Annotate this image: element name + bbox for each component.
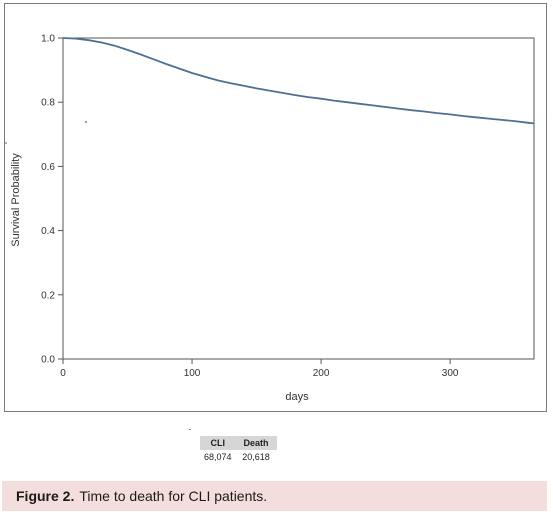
- x-axis-title: days: [285, 391, 309, 403]
- stray-mark: [189, 429, 191, 430]
- figure-label: Figure 2.: [16, 488, 75, 504]
- y-axis-title: Survival Probability: [10, 153, 22, 247]
- summary-header-row: CLI Death: [200, 436, 277, 450]
- summary-value-row: 68,074 20,618: [200, 450, 277, 464]
- chart-frame: 0.0 0.2 0.4 0.6 0.8 1.0 0 100 200 300 days Surviv…: [4, 3, 547, 412]
- survival-curve: [62, 37, 535, 125]
- y-tick-label: 0.4: [41, 226, 55, 237]
- summary-header-cli: CLI: [200, 436, 236, 450]
- summary-value-death: 20,618: [242, 452, 270, 462]
- y-tick-label: 0.8: [41, 98, 55, 109]
- y-tick-label: 0.0: [41, 355, 55, 366]
- figure-caption: Figure 2. Time to death for CLI patients…: [2, 481, 547, 511]
- stray-dot: [5, 142, 7, 144]
- stray-dot: [85, 121, 87, 123]
- survival-chart: 0.0 0.2 0.4 0.6 0.8 1.0 0 100 200 300 days Surviv…: [5, 34, 535, 403]
- y-tick-label: 0.6: [41, 162, 55, 173]
- summary-value-cli: 68,074: [204, 452, 232, 462]
- y-tick-label: 1.0: [41, 34, 55, 45]
- x-tick-label: 100: [184, 368, 201, 379]
- plot-area-border: [62, 37, 535, 360]
- x-tick-label: 200: [313, 368, 330, 379]
- figure-caption-text: Time to death for CLI patients.: [79, 488, 268, 504]
- x-tick-label: 0: [60, 368, 66, 379]
- summary-header-death: Death: [235, 436, 277, 450]
- summary-table: CLI Death 68,074 20,618: [200, 436, 277, 464]
- x-tick-label: 300: [442, 368, 459, 379]
- y-tick-label: 0.2: [41, 290, 55, 301]
